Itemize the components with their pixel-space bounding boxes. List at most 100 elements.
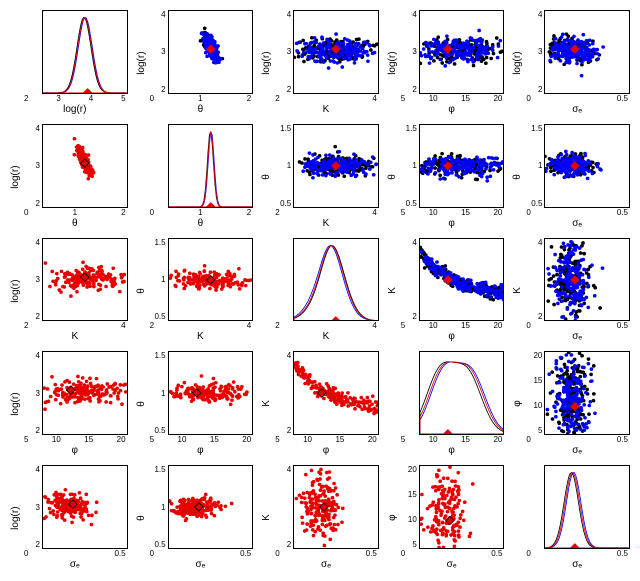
plot-area bbox=[544, 465, 630, 549]
yticks bbox=[524, 465, 544, 549]
cell-2-0: log(r) 432 24 K bbox=[10, 238, 128, 344]
yticks: 432 bbox=[22, 238, 42, 322]
cell-4-4: 00.5 σₑ bbox=[512, 465, 630, 571]
plot-area bbox=[42, 10, 128, 94]
xlabel: σₑ bbox=[524, 331, 630, 343]
xlabel: σₑ bbox=[273, 559, 379, 571]
cell-3-1: θ 1.510.5 5101520 φ bbox=[136, 351, 254, 457]
yticks: 432 bbox=[148, 10, 168, 94]
plot-area bbox=[544, 124, 630, 208]
yticks: 42 bbox=[273, 351, 293, 435]
ylabel: log(r) bbox=[10, 351, 22, 457]
ylabel: log(r) bbox=[136, 10, 148, 116]
cell-4-2: K 42 00.5 σₑ bbox=[261, 465, 379, 571]
ylabel: log(r) bbox=[387, 10, 399, 116]
ylabel bbox=[136, 124, 148, 230]
plot-area bbox=[42, 238, 128, 322]
ylabel: θ bbox=[136, 238, 148, 344]
plot-area bbox=[293, 238, 379, 322]
yticks: 42 bbox=[399, 238, 419, 322]
yticks: 432 bbox=[22, 351, 42, 435]
xticks: 012 bbox=[22, 208, 128, 218]
plot-area bbox=[419, 238, 505, 322]
ylabel: K bbox=[261, 351, 273, 457]
xticks: 5101520 bbox=[22, 435, 128, 445]
xticks: 00.5 bbox=[524, 549, 630, 559]
xlabel: σₑ bbox=[524, 104, 630, 116]
xlabel: K bbox=[22, 331, 128, 343]
cell-2-3: K 42 5101520 φ bbox=[387, 238, 505, 344]
xlabel: σₑ bbox=[524, 218, 630, 230]
xticks: 5101520 bbox=[148, 435, 254, 445]
ylabel bbox=[261, 238, 273, 344]
xticks: 00.5 bbox=[148, 549, 254, 559]
xticks: 5101520 bbox=[399, 435, 505, 445]
ylabel: log(r) bbox=[10, 124, 22, 230]
ylabel: K bbox=[387, 238, 399, 344]
yticks: 1.510.5 bbox=[273, 124, 293, 208]
cell-0-3: log(r) 432 5101520 φ bbox=[387, 10, 505, 116]
cell-3-0: log(r) 432 5101520 φ bbox=[10, 351, 128, 457]
yticks: 432 bbox=[524, 10, 544, 94]
plot-area bbox=[168, 124, 254, 208]
xlabel: K bbox=[273, 218, 379, 230]
xticks: 00.5 bbox=[399, 549, 505, 559]
xlabel: φ bbox=[399, 331, 505, 343]
cell-2-4: K 42 00.5 σₑ bbox=[512, 238, 630, 344]
yticks: 432 bbox=[22, 124, 42, 208]
xticks: 00.5 bbox=[524, 435, 630, 445]
ylabel: θ bbox=[136, 465, 148, 571]
ylabel: θ bbox=[512, 124, 524, 230]
plot-area bbox=[293, 10, 379, 94]
xlabel: σₑ bbox=[524, 445, 630, 457]
xlabel: K bbox=[273, 331, 379, 343]
ylabel: log(r) bbox=[512, 10, 524, 116]
xticks: 012 bbox=[148, 94, 254, 104]
xticks: 5101520 bbox=[399, 321, 505, 331]
yticks: 1.510.5 bbox=[399, 124, 419, 208]
yticks: 1.510.5 bbox=[148, 238, 168, 322]
xlabel: σₑ bbox=[524, 559, 630, 571]
cell-1-2: θ 1.510.5 24 K bbox=[261, 124, 379, 230]
ylabel: log(r) bbox=[10, 465, 22, 571]
xlabel: φ bbox=[399, 218, 505, 230]
ylabel bbox=[512, 465, 524, 571]
yticks bbox=[22, 10, 42, 94]
yticks bbox=[273, 238, 293, 322]
xticks: 24 bbox=[22, 321, 128, 331]
yticks: 432 bbox=[22, 465, 42, 549]
xlabel: K bbox=[273, 104, 379, 116]
cell-1-1: 012 θ bbox=[136, 124, 254, 230]
yticks: 432 bbox=[273, 10, 293, 94]
plot-area bbox=[293, 351, 379, 435]
cell-3-2: K 42 5101520 φ bbox=[261, 351, 379, 457]
yticks bbox=[399, 351, 419, 435]
yticks: 1.510.5 bbox=[148, 351, 168, 435]
ylabel bbox=[10, 10, 22, 116]
ylabel: K bbox=[512, 238, 524, 344]
ylabel: φ bbox=[387, 465, 399, 571]
plot-area bbox=[544, 351, 630, 435]
xlabel: θ bbox=[148, 104, 254, 116]
xticks: 00.5 bbox=[273, 549, 379, 559]
cell-0-4: log(r) 432 00.5 σₑ bbox=[512, 10, 630, 116]
cell-4-0: log(r) 432 00.5 σₑ bbox=[10, 465, 128, 571]
xticks: 00.5 bbox=[524, 94, 630, 104]
yticks: 42 bbox=[273, 465, 293, 549]
xticks: 5101520 bbox=[399, 94, 505, 104]
cell-1-3: θ 1.510.5 5101520 φ bbox=[387, 124, 505, 230]
xlabel: σₑ bbox=[399, 559, 505, 571]
cell-3-4: φ 2015105 00.5 σₑ bbox=[512, 351, 630, 457]
plot-area bbox=[168, 351, 254, 435]
yticks: 2015105 bbox=[399, 465, 419, 549]
ylabel: log(r) bbox=[261, 10, 273, 116]
ylabel: θ bbox=[261, 124, 273, 230]
ylabel bbox=[387, 351, 399, 457]
xticks: 24 bbox=[148, 321, 254, 331]
yticks: 1.510.5 bbox=[524, 124, 544, 208]
plot-area bbox=[42, 124, 128, 208]
plot-area bbox=[293, 465, 379, 549]
xticks: 24 bbox=[273, 208, 379, 218]
cell-1-4: θ 1.510.5 00.5 σₑ bbox=[512, 124, 630, 230]
xticks: 5101520 bbox=[273, 435, 379, 445]
